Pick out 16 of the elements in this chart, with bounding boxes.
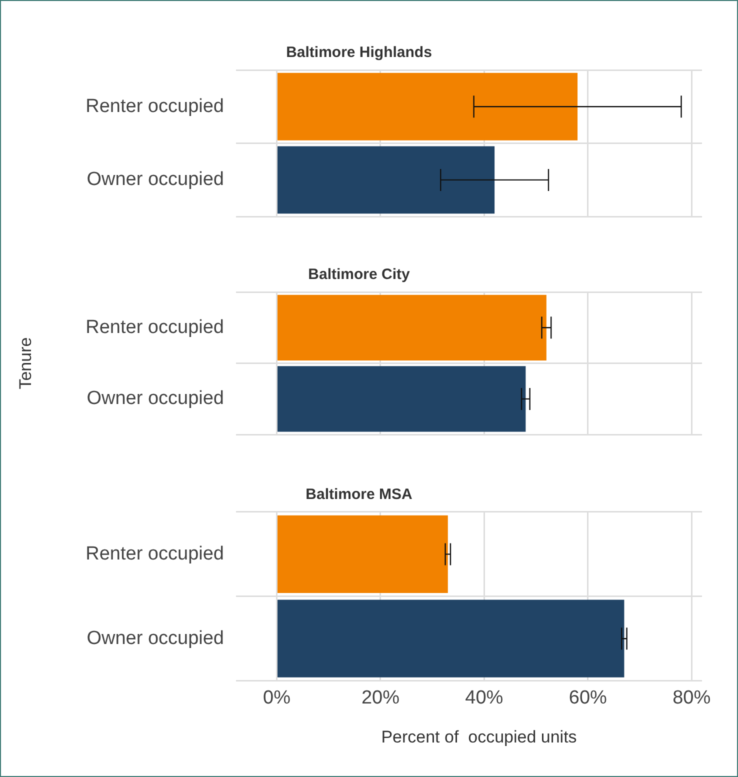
y-tick-label: Owner occupied xyxy=(86,388,224,410)
x-tick-label: 20% xyxy=(361,687,400,708)
x-tick-label: 0% xyxy=(263,687,291,708)
y-tick-label: Renter occupied xyxy=(86,316,224,338)
x-tick-label: 60% xyxy=(568,687,608,708)
x-axis-title: Percent of occupied units xyxy=(381,727,577,746)
y-tick-label: Owner occupied xyxy=(86,628,224,649)
y-tick-label: Owner occupied xyxy=(86,169,224,190)
chart-title: Baltimore City xyxy=(308,266,410,284)
y-axis-title: Tenure xyxy=(16,337,35,390)
y-tick-label: Renter occupied xyxy=(86,96,224,117)
x-tick-label: 40% xyxy=(465,687,504,708)
chart-title: Baltimore Highlands xyxy=(286,44,432,62)
y-tick-label: Renter occupied xyxy=(86,543,224,564)
chart-title: Baltimore MSA xyxy=(306,486,413,504)
x-tick-label: 80% xyxy=(672,687,711,708)
